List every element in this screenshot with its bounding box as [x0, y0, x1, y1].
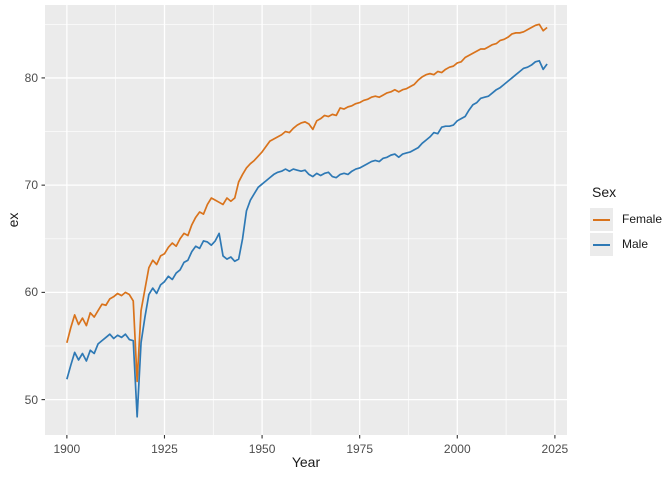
x-axis-title: Year	[291, 454, 321, 470]
legend-key-male	[590, 233, 613, 256]
y-tick-label-80: 80	[24, 70, 38, 85]
y-axis-title: ex	[5, 212, 21, 228]
x-tick-label-1925: 1925	[151, 442, 178, 456]
series-line-male	[66, 59, 548, 418]
x-tick-label-1900: 1900	[53, 442, 81, 456]
legend-item-male: Male	[590, 233, 662, 256]
x-tick-label-1975: 1975	[346, 442, 374, 456]
legend-title: Sex	[592, 184, 617, 200]
legend-key-female	[590, 208, 613, 231]
female-line-swatch-icon	[593, 218, 610, 221]
y-tick-label-60: 60	[24, 285, 38, 300]
panel-background	[45, 5, 567, 435]
legend-label-female: Female	[622, 212, 663, 226]
y-tick-label-70: 70	[24, 178, 38, 193]
x-tick-label-2025: 2025	[541, 442, 569, 456]
y-tick-label-50: 50	[24, 392, 38, 407]
legend-item-female: Female	[590, 208, 662, 231]
legend: Sex Female Male	[590, 184, 662, 258]
male-line-swatch-icon	[593, 243, 610, 246]
x-tick-label-1950: 1950	[248, 442, 276, 456]
legend-label-male: Male	[622, 237, 649, 251]
x-tick-label-2000: 2000	[443, 442, 471, 456]
series-line-female	[66, 23, 548, 383]
